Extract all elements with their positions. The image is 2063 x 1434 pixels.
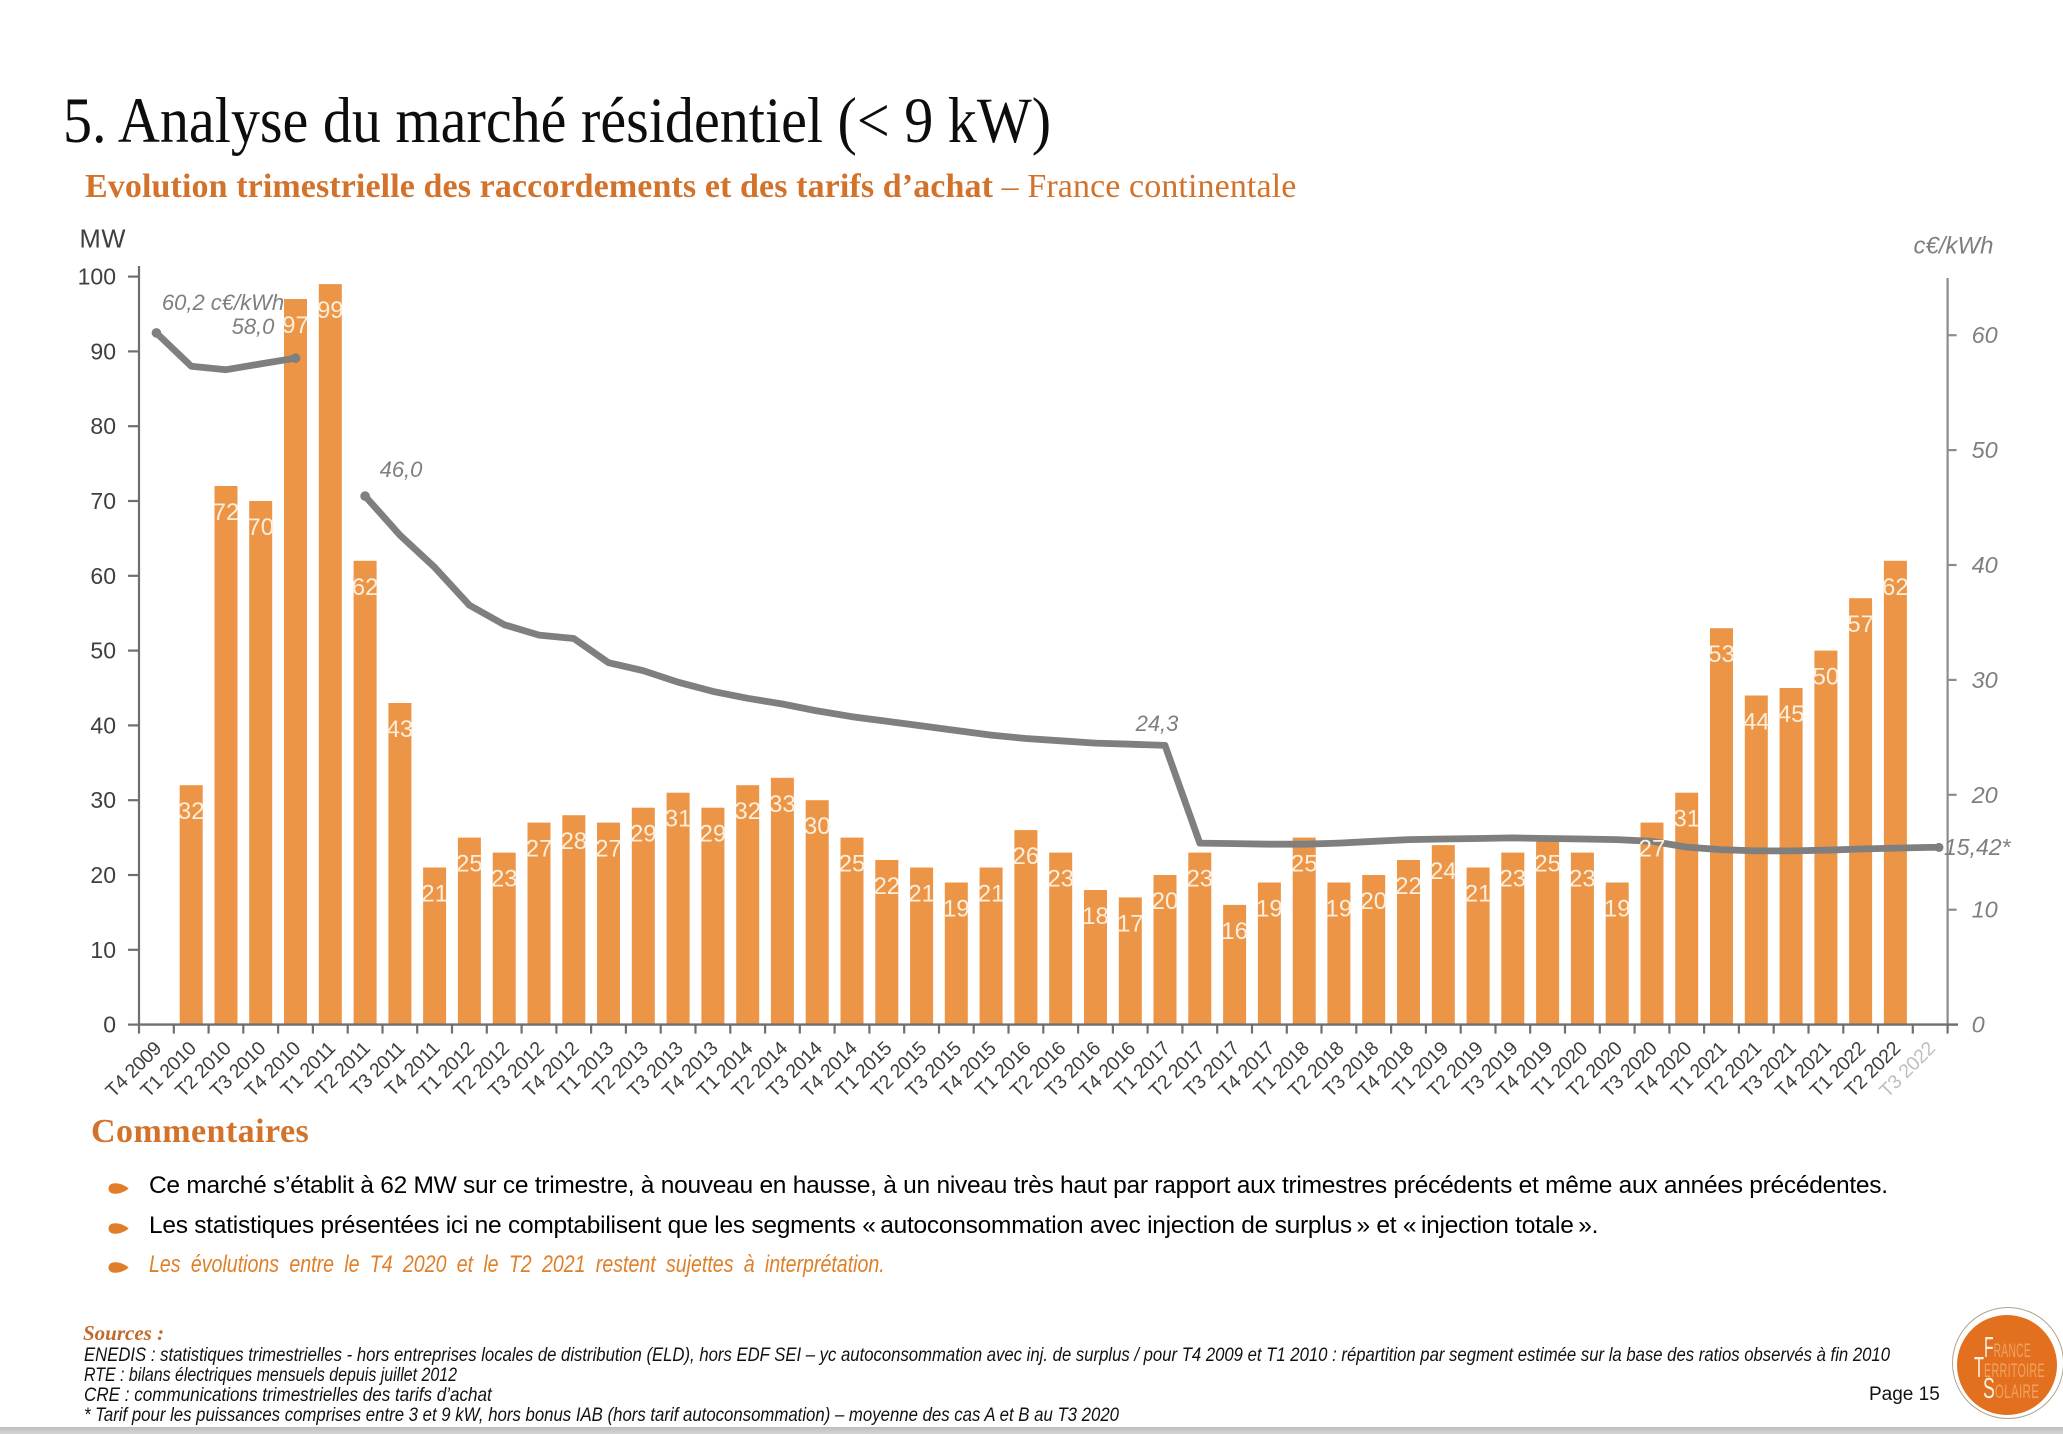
svg-text:30: 30 bbox=[804, 813, 831, 840]
svg-text:27: 27 bbox=[595, 836, 622, 863]
svg-text:19: 19 bbox=[1326, 896, 1353, 923]
svg-text:20: 20 bbox=[1152, 888, 1179, 915]
svg-text:23: 23 bbox=[1186, 866, 1213, 893]
svg-text:24,3: 24,3 bbox=[1135, 711, 1180, 736]
svg-text:60: 60 bbox=[1972, 322, 1998, 348]
svg-text:29: 29 bbox=[630, 821, 657, 848]
svg-text:19: 19 bbox=[1604, 896, 1631, 923]
svg-text:60,2 c€/kWh: 60,2 c€/kWh bbox=[162, 290, 284, 315]
svg-text:97: 97 bbox=[282, 312, 309, 339]
svg-text:20: 20 bbox=[90, 862, 116, 888]
svg-text:10: 10 bbox=[1972, 897, 1998, 923]
svg-text:15,42*: 15,42* bbox=[1944, 834, 2012, 860]
svg-text:62: 62 bbox=[352, 574, 379, 601]
svg-text:19: 19 bbox=[943, 896, 970, 923]
svg-text:50: 50 bbox=[1972, 437, 1998, 463]
svg-text:30: 30 bbox=[1972, 667, 1998, 693]
svg-text:32: 32 bbox=[734, 798, 761, 825]
svg-text:72: 72 bbox=[213, 499, 240, 526]
svg-text:21: 21 bbox=[908, 881, 935, 908]
svg-text:20: 20 bbox=[1360, 888, 1387, 915]
svg-text:26: 26 bbox=[1013, 843, 1040, 870]
svg-text:33: 33 bbox=[769, 791, 796, 818]
svg-text:MW: MW bbox=[80, 226, 127, 254]
svg-text:57: 57 bbox=[1847, 611, 1874, 638]
svg-text:53: 53 bbox=[1708, 641, 1735, 668]
svg-text:21: 21 bbox=[421, 881, 448, 908]
svg-text:25: 25 bbox=[456, 851, 483, 878]
svg-text:28: 28 bbox=[560, 828, 587, 855]
svg-text:46,0: 46,0 bbox=[380, 457, 424, 482]
svg-text:31: 31 bbox=[1673, 806, 1700, 833]
svg-text:58,0: 58,0 bbox=[232, 314, 276, 339]
svg-text:99: 99 bbox=[317, 297, 344, 324]
svg-text:62: 62 bbox=[1882, 574, 1909, 601]
svg-text:22: 22 bbox=[1395, 873, 1422, 900]
svg-text:25: 25 bbox=[1291, 851, 1318, 878]
svg-text:80: 80 bbox=[90, 413, 116, 439]
svg-text:18: 18 bbox=[1082, 903, 1109, 930]
svg-text:31: 31 bbox=[665, 806, 692, 833]
svg-text:23: 23 bbox=[1499, 866, 1526, 893]
svg-text:27: 27 bbox=[1639, 836, 1666, 863]
svg-text:21: 21 bbox=[978, 881, 1005, 908]
svg-text:0: 0 bbox=[103, 1012, 116, 1038]
svg-text:70: 70 bbox=[247, 514, 274, 541]
svg-text:23: 23 bbox=[491, 866, 518, 893]
svg-text:23: 23 bbox=[1569, 866, 1596, 893]
svg-text:90: 90 bbox=[90, 338, 116, 364]
svg-text:0: 0 bbox=[1972, 1012, 1985, 1038]
svg-text:19: 19 bbox=[1256, 896, 1283, 923]
svg-text:44: 44 bbox=[1743, 709, 1770, 736]
svg-text:c€/kWh: c€/kWh bbox=[1913, 233, 1993, 260]
svg-text:20: 20 bbox=[1971, 782, 1998, 808]
svg-text:40: 40 bbox=[90, 712, 116, 738]
svg-text:29: 29 bbox=[700, 821, 727, 848]
svg-text:27: 27 bbox=[526, 836, 553, 863]
svg-text:60: 60 bbox=[90, 563, 116, 589]
svg-text:25: 25 bbox=[839, 851, 866, 878]
svg-text:70: 70 bbox=[90, 488, 116, 514]
svg-text:43: 43 bbox=[387, 716, 414, 743]
svg-text:100: 100 bbox=[78, 264, 116, 290]
svg-text:40: 40 bbox=[1972, 552, 1998, 578]
svg-text:22: 22 bbox=[873, 873, 900, 900]
svg-text:24: 24 bbox=[1430, 858, 1457, 885]
svg-text:45: 45 bbox=[1778, 701, 1805, 728]
svg-text:25: 25 bbox=[1534, 851, 1561, 878]
svg-text:16: 16 bbox=[1221, 918, 1248, 945]
svg-text:50: 50 bbox=[90, 638, 116, 664]
svg-text:30: 30 bbox=[90, 787, 116, 813]
svg-text:17: 17 bbox=[1117, 910, 1144, 937]
svg-text:32: 32 bbox=[178, 798, 205, 825]
svg-text:23: 23 bbox=[1047, 866, 1074, 893]
svg-text:21: 21 bbox=[1465, 881, 1492, 908]
svg-text:50: 50 bbox=[1813, 664, 1840, 691]
svg-text:10: 10 bbox=[90, 937, 116, 963]
